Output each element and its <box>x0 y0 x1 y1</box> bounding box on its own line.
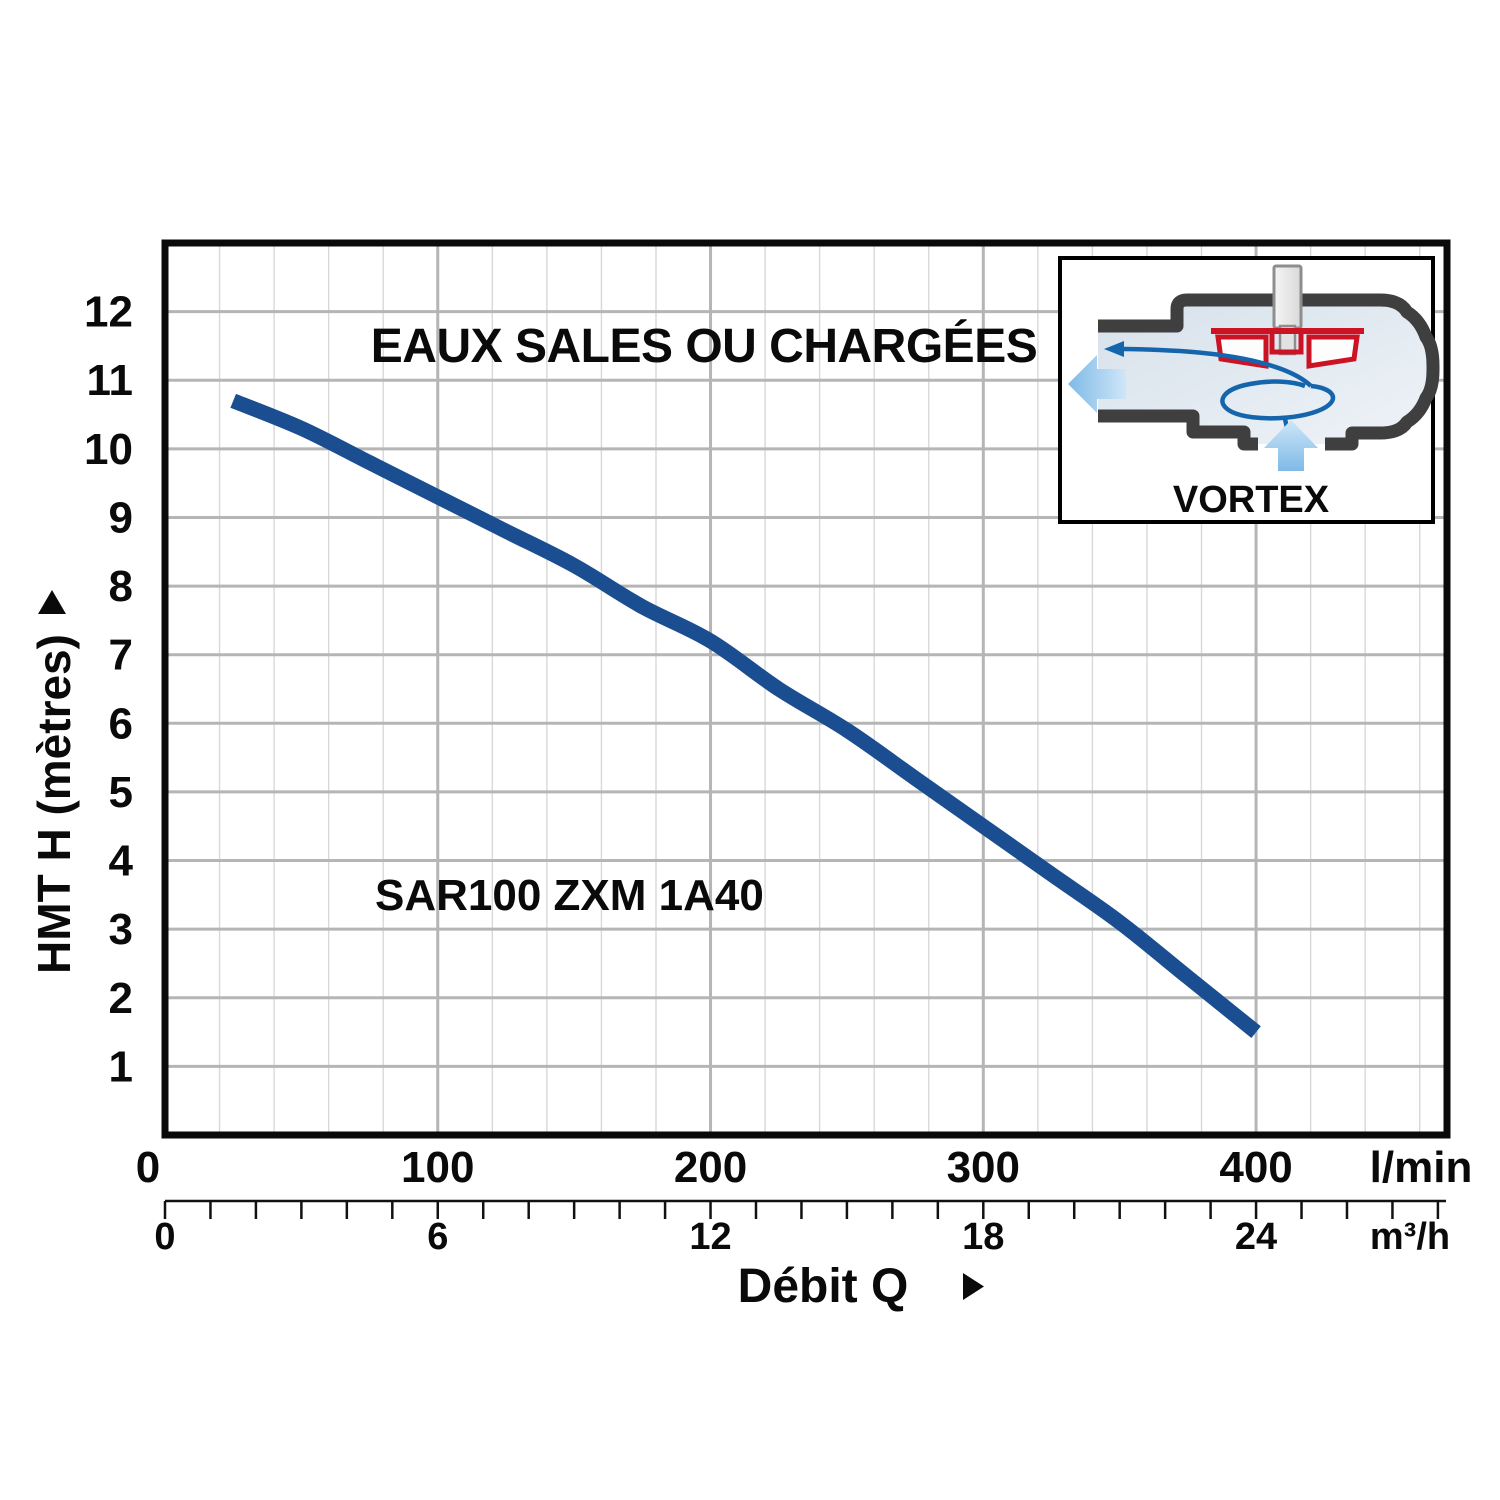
y-tick-label: 8 <box>109 562 133 611</box>
motor-shaft <box>1272 264 1303 330</box>
y-tick-label: 12 <box>84 288 133 337</box>
y-axis-title: HMT H (mètres) <box>28 634 80 974</box>
y-tick-label: 6 <box>109 699 133 748</box>
impeller-hub-icon <box>1269 334 1304 355</box>
x-tick-label: 200 <box>674 1143 747 1192</box>
chart-title: EAUX SALES OU CHARGÉES <box>371 319 1037 373</box>
x2-tick-label: 12 <box>689 1216 731 1258</box>
y-tick-label: 9 <box>109 493 133 542</box>
inlet-arrow-icon <box>1264 420 1318 471</box>
y-tick-label: 7 <box>109 631 133 680</box>
x-axis-unit-secondary: m³/h <box>1370 1216 1450 1258</box>
y-tick-label: 11 <box>86 356 133 405</box>
y-tick-label: 4 <box>109 837 134 886</box>
flow-swirl-line <box>1220 379 1336 421</box>
y-tick-label: 10 <box>84 425 133 474</box>
y-tick-label: 5 <box>109 768 133 817</box>
x-tick-label: 300 <box>947 1143 1020 1192</box>
vortex-inset: VORTEX <box>1058 256 1440 524</box>
x2-tick-label: 24 <box>1235 1216 1277 1258</box>
impeller-blade-right <box>1306 334 1360 369</box>
pump-curve <box>230 393 1261 1038</box>
x-axis-title: Débit Q <box>738 1260 909 1313</box>
y-tick-label: 3 <box>109 905 133 954</box>
y-axis-arrow-icon <box>38 590 66 614</box>
plot-frame <box>161 239 1451 1139</box>
flow-exit-line <box>1123 346 1313 388</box>
x-axis-unit-primary: l/min <box>1370 1143 1473 1192</box>
curve-layer <box>230 393 1261 1038</box>
inset-label: VORTEX <box>1173 479 1330 521</box>
x2-tick-label: 0 <box>154 1216 175 1258</box>
x-tick-label: 400 <box>1219 1143 1292 1192</box>
x2-tick-label: 18 <box>962 1216 1004 1258</box>
y-tick-label: 2 <box>109 974 133 1023</box>
y-tick-label: 1 <box>109 1042 133 1091</box>
grid-layer <box>165 243 1447 1135</box>
flow-arrowhead-icon <box>1104 341 1124 357</box>
secondary-axis-ruler: 0 6 12 18 24 <box>154 1199 1446 1258</box>
x-axis-arrow-icon <box>963 1273 984 1300</box>
x2-tick-label: 6 <box>427 1216 448 1258</box>
pump-casing-top <box>1098 293 1440 451</box>
x-tick-label: 100 <box>401 1143 474 1192</box>
x-tick-label: 0 <box>136 1143 160 1192</box>
outlet-arrow-icon <box>1068 355 1126 413</box>
pump-casing-bottom <box>1098 409 1258 451</box>
series-label: SAR100 ZXM 1A40 <box>375 871 764 920</box>
x-tick-labels: 0 100 200 300 400 <box>136 1143 1293 1192</box>
